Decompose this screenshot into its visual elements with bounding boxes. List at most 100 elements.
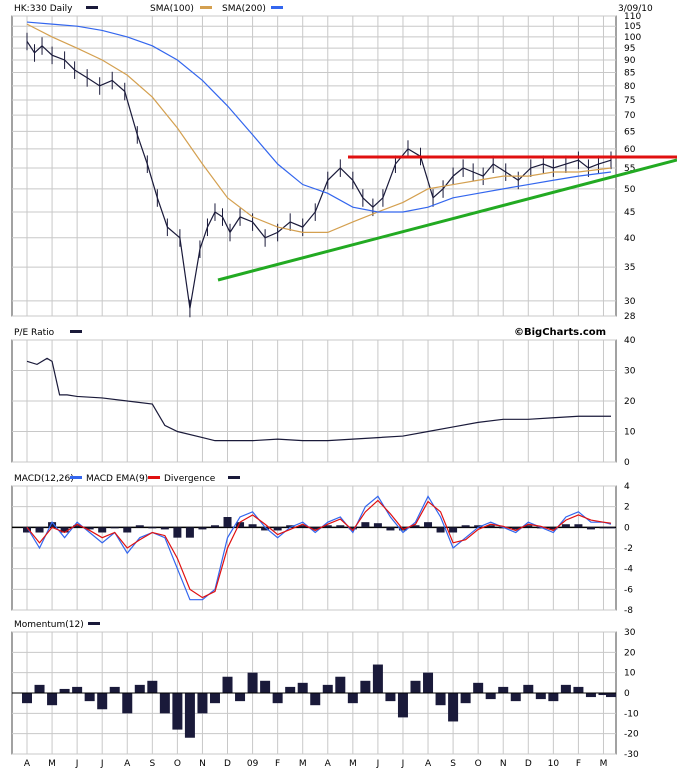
divergence-bar <box>48 522 57 528</box>
momentum-bar <box>598 693 609 696</box>
momentum-bar <box>297 682 308 693</box>
momentum-bar <box>22 693 32 704</box>
y-tick-label: -30 <box>624 750 639 760</box>
y-tick-label: 55 <box>624 164 635 174</box>
price-legend-swatch <box>86 6 98 9</box>
price-series-line-2 <box>26 21 612 213</box>
divergence-bar <box>185 527 194 538</box>
momentum-bar <box>109 686 120 693</box>
y-tick-label: -4 <box>624 565 633 575</box>
momentum-bar <box>84 693 95 702</box>
divergence-bar <box>135 525 144 528</box>
divergence-bar <box>348 527 357 530</box>
y-tick-label: 20 <box>624 397 636 407</box>
y-tick-label: 10 <box>624 428 636 438</box>
momentum-bar <box>347 693 358 704</box>
momentum-bar <box>285 686 296 693</box>
sma100-legend-swatch <box>200 6 212 9</box>
divergence-bar <box>311 527 320 530</box>
x-axis-label: N <box>199 759 206 769</box>
price-title: HK:330 Daily <box>14 4 73 14</box>
x-axis-label: D <box>525 759 532 769</box>
y-tick-label: 30 <box>624 628 636 638</box>
y-tick-label: 35 <box>624 263 635 273</box>
momentum-bar <box>460 693 471 704</box>
divergence-bar <box>511 527 520 530</box>
divergence-bar <box>23 527 31 533</box>
x-axis-label: D <box>224 759 231 769</box>
divergence-bar <box>148 527 157 529</box>
signal-legend-swatch <box>148 476 160 479</box>
divergence-bar <box>35 527 44 533</box>
pe-title: P/E Ratio <box>14 328 55 338</box>
y-tick-label: 30 <box>624 367 636 377</box>
momentum-bar <box>97 693 108 710</box>
y-tick-label: 50 <box>624 185 636 195</box>
sma200-legend-swatch <box>271 6 283 9</box>
x-axis-label: 10 <box>548 759 560 769</box>
momentum-bar <box>184 693 195 738</box>
divergence-bar <box>586 527 595 530</box>
momentum-bar <box>606 693 616 698</box>
momentum-bar <box>47 693 58 706</box>
x-axis-label: J <box>376 759 380 769</box>
x-axis-label: J <box>75 759 79 769</box>
momentum-bar <box>498 686 509 693</box>
x-axis-label: J <box>401 759 405 769</box>
momentum-bar <box>372 664 383 693</box>
divergence-bar <box>574 524 583 528</box>
momentum-bar <box>585 693 596 698</box>
x-axis-label: M <box>349 759 357 769</box>
y-tick-label: 110 <box>624 12 641 22</box>
momentum-bar <box>397 693 408 718</box>
divergence-bar <box>461 525 470 528</box>
momentum-bar <box>535 693 546 700</box>
y-tick-label: -20 <box>624 730 639 740</box>
x-axis-label: F <box>275 759 280 769</box>
y-tick-label: 80 <box>624 82 636 92</box>
divergence-bar <box>261 527 270 531</box>
divergence-legend-swatch <box>228 476 240 479</box>
momentum-bar <box>448 693 459 722</box>
momentum-bar <box>172 693 183 730</box>
momentum-bar <box>72 686 83 693</box>
x-axis-label: O <box>174 759 181 769</box>
momentum-bar <box>523 684 534 693</box>
momentum-bar <box>385 693 396 702</box>
divergence-bar <box>198 527 207 530</box>
divergence-bar <box>60 527 69 533</box>
divergence-legend-label: Divergence <box>164 474 216 484</box>
support-trendline <box>217 158 677 282</box>
divergence-bar <box>286 525 295 528</box>
momentum-bar <box>473 682 484 693</box>
momentum-bar <box>360 680 371 693</box>
divergence-bar <box>449 527 458 533</box>
momentum-bar <box>134 684 145 693</box>
momentum-bar <box>147 680 158 693</box>
divergence-bar <box>248 524 257 528</box>
macd-series-line-1 <box>26 499 612 599</box>
y-tick-label: -6 <box>624 585 633 595</box>
y-tick-label: -10 <box>624 709 639 719</box>
momentum-legend-swatch <box>88 622 100 625</box>
x-axis-label: 09 <box>247 759 259 769</box>
momentum-bar <box>485 693 496 700</box>
divergence-bar <box>110 527 119 529</box>
divergence-bar <box>373 523 382 528</box>
y-tick-label: 28 <box>624 312 636 322</box>
x-axis-label: M <box>600 759 608 769</box>
divergence-bar <box>607 527 615 529</box>
x-axis-label: S <box>149 759 155 769</box>
y-tick-label: 105 <box>624 22 641 32</box>
y-tick-label: 2 <box>624 503 630 513</box>
y-tick-label: 75 <box>624 96 635 106</box>
x-axis-label: S <box>450 759 456 769</box>
y-tick-label: 70 <box>624 111 636 121</box>
momentum-bar <box>573 686 584 693</box>
momentum-bar <box>335 676 346 693</box>
x-axis-label: A <box>24 759 31 769</box>
price-series-line-1 <box>26 23 612 233</box>
momentum-bar <box>435 693 446 706</box>
macd-title: MACD(12,26) <box>14 474 74 484</box>
